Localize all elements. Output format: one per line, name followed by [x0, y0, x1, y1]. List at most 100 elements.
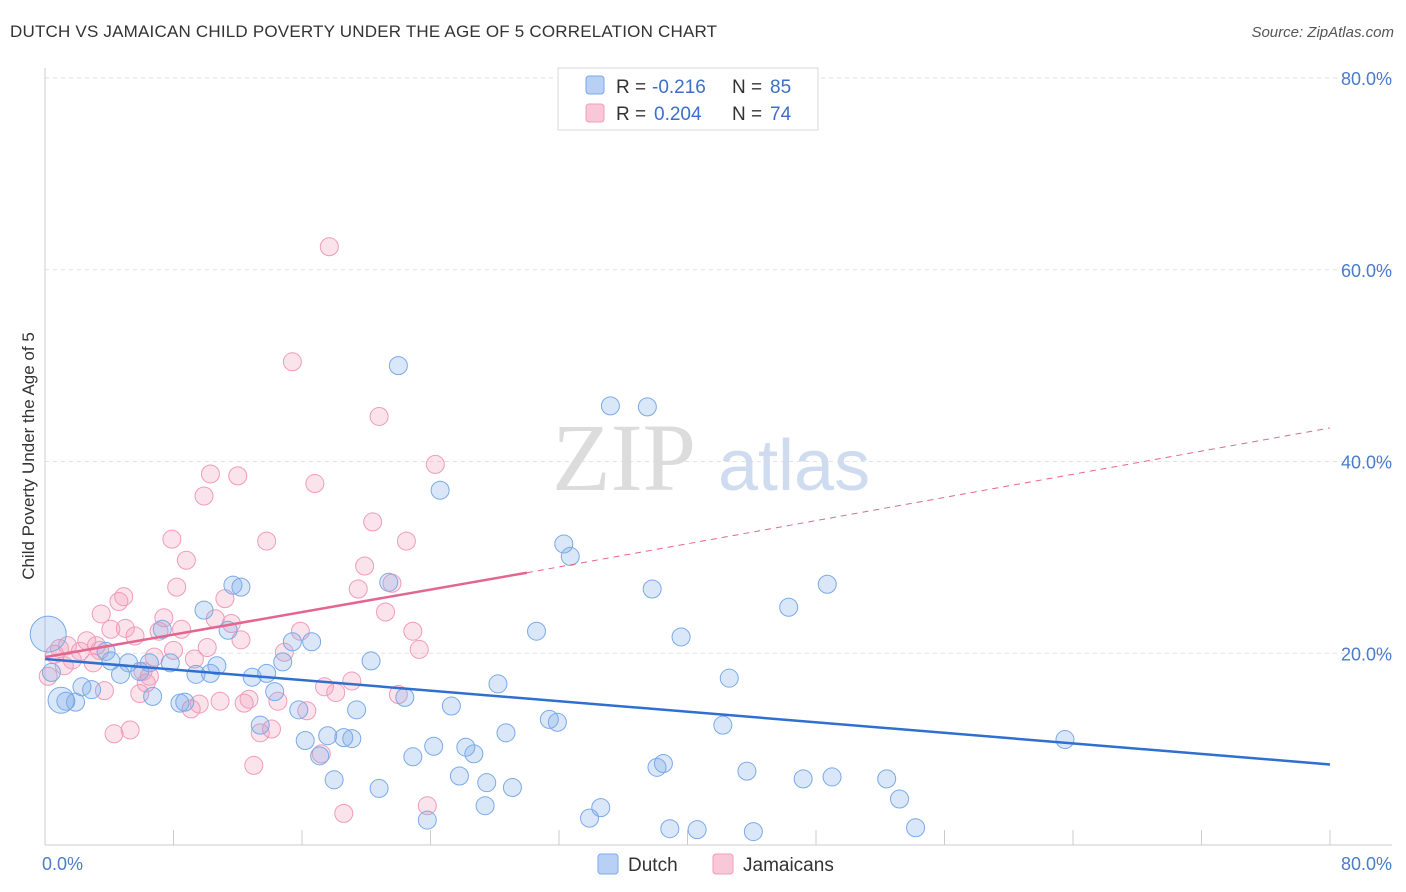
- dutch-point-64: [600, 396, 620, 416]
- dutch-point-61: [560, 546, 580, 566]
- jamaicans-point-41: [250, 723, 270, 743]
- dutch-point-51: [464, 744, 484, 764]
- jamaicans-point-24: [162, 529, 182, 549]
- jamaicans-point-63: [403, 621, 423, 641]
- jamaicans-point-56: [355, 556, 375, 576]
- jamaicans-point-10: [91, 604, 111, 624]
- chart-title: DUTCH VS JAMAICAN CHILD POVERTY UNDER TH…: [10, 22, 718, 41]
- legend-swatch-jamaicans: [712, 853, 734, 875]
- dutch-point-68: [653, 754, 673, 774]
- jamaicans-point-59: [376, 602, 396, 622]
- dutch-point-45: [417, 810, 437, 830]
- dutch-point-71: [687, 820, 707, 840]
- dutch-trend-line: [44, 657, 1331, 766]
- jamaicans-point-13: [104, 724, 124, 744]
- trend-lines: [44, 427, 1331, 766]
- dutch-point-37: [342, 729, 362, 749]
- watermark-atlas: atlas: [718, 426, 870, 506]
- x-tick-label-min: 0.0%: [42, 854, 83, 874]
- stats-n-label-jamaicans: N =: [732, 104, 762, 125]
- dutch-point-57: [527, 621, 547, 641]
- jamaicans-point-32: [200, 464, 220, 484]
- x-ticks: [173, 830, 1331, 845]
- jamaicans-point-51: [319, 237, 339, 257]
- dutch-point-25: [250, 715, 270, 735]
- dutch-point-27: [265, 682, 285, 702]
- dutch-point-48: [441, 696, 461, 716]
- jamaicans-trend-line: [44, 571, 528, 659]
- legend-label-jamaicans: Jamaicans: [743, 855, 834, 876]
- jamaicans-point-66: [425, 454, 445, 474]
- jamaicans-point-25: [167, 577, 187, 597]
- jamaicans-point-71: [197, 637, 217, 657]
- dutch-point-40: [369, 778, 389, 798]
- dutch-point-34: [318, 726, 338, 746]
- dutch-point-28: [273, 652, 293, 672]
- dutch-point-66: [642, 579, 662, 599]
- dutch-point-59: [547, 712, 567, 732]
- dutch-point-73: [719, 668, 739, 688]
- dutch-point-44: [403, 747, 423, 767]
- dutch-point-0: [29, 615, 67, 653]
- stats-r-label-dutch: R =: [616, 77, 646, 98]
- y-tick-label-0: 20.0%: [1341, 644, 1392, 664]
- dutch-point-77: [793, 769, 813, 789]
- jamaicans-point-62: [396, 531, 416, 551]
- dutch-point-33: [310, 746, 330, 766]
- jamaicans-point-27: [176, 550, 196, 570]
- jamaicans-point-43: [261, 719, 281, 739]
- dutch-point-20: [207, 656, 227, 676]
- stats-legend-swatch-jamaicans: [585, 103, 605, 123]
- jamaicans-point-4: [57, 636, 77, 656]
- chart-source: Source: ZipAtlas.com: [1251, 24, 1394, 41]
- y-tick-labels: 20.0% 40.0% 60.0% 80.0%: [1341, 69, 1392, 664]
- jamaicans-point-49: [305, 474, 325, 494]
- dutch-point-74: [737, 761, 757, 781]
- jamaicans-point-64: [409, 639, 429, 659]
- dutch-point-84: [47, 686, 75, 714]
- jamaicans-point-18: [130, 684, 150, 704]
- jamaicans-point-58: [369, 406, 389, 426]
- dutch-point-69: [660, 819, 680, 839]
- dutch-point-31: [295, 730, 315, 750]
- jamaicans-point-26: [172, 619, 192, 639]
- dutch-point-50: [456, 737, 476, 757]
- dutch-point-47: [430, 480, 450, 500]
- dutch-point-63: [591, 798, 611, 818]
- jamaicans-point-29: [184, 649, 204, 669]
- dutch-point-39: [361, 651, 381, 671]
- axes: [44, 68, 1392, 846]
- jamaicans-point-65: [417, 796, 437, 816]
- dutch-point-13: [152, 619, 172, 639]
- series-legend: Dutch Jamaicans: [597, 853, 834, 876]
- x-tick-label-max: 80.0%: [1341, 854, 1392, 874]
- dutch-point-22: [223, 575, 243, 595]
- jamaicans-point-12: [101, 619, 121, 639]
- jamaicans-point-68: [115, 618, 135, 638]
- jamaicans-point-30: [189, 694, 209, 714]
- jamaicans-point-55: [348, 579, 368, 599]
- dutch-point-2: [56, 691, 76, 711]
- dutch-point-55: [496, 723, 516, 743]
- dutch-point-78: [817, 574, 837, 594]
- stats-legend: R = -0.216 N = 85 R = 0.204 N = 74: [557, 67, 819, 131]
- legend-swatch-dutch: [597, 853, 619, 875]
- jamaicans-point-37: [228, 466, 248, 486]
- jamaicans-point-31: [194, 486, 214, 506]
- legend-label-dutch: Dutch: [628, 855, 678, 876]
- jamaicans-trend-extension: [526, 427, 1331, 574]
- dutch-point-52: [475, 796, 495, 816]
- jamaicans-point-34: [210, 691, 230, 711]
- stats-n-value-jamaicans: 74: [770, 104, 792, 125]
- jamaicans-points: [38, 237, 445, 823]
- dutch-point-42: [388, 356, 408, 376]
- y-tick-label-2: 60.0%: [1341, 261, 1392, 281]
- y-tick-label-1: 40.0%: [1341, 453, 1392, 473]
- jamaicans-point-54: [342, 671, 362, 691]
- jamaicans-point-53: [334, 803, 354, 823]
- y-tick-label-3: 80.0%: [1341, 69, 1392, 89]
- dutch-point-81: [890, 789, 910, 809]
- dutch-point-32: [302, 632, 322, 652]
- dutch-point-56: [502, 777, 522, 797]
